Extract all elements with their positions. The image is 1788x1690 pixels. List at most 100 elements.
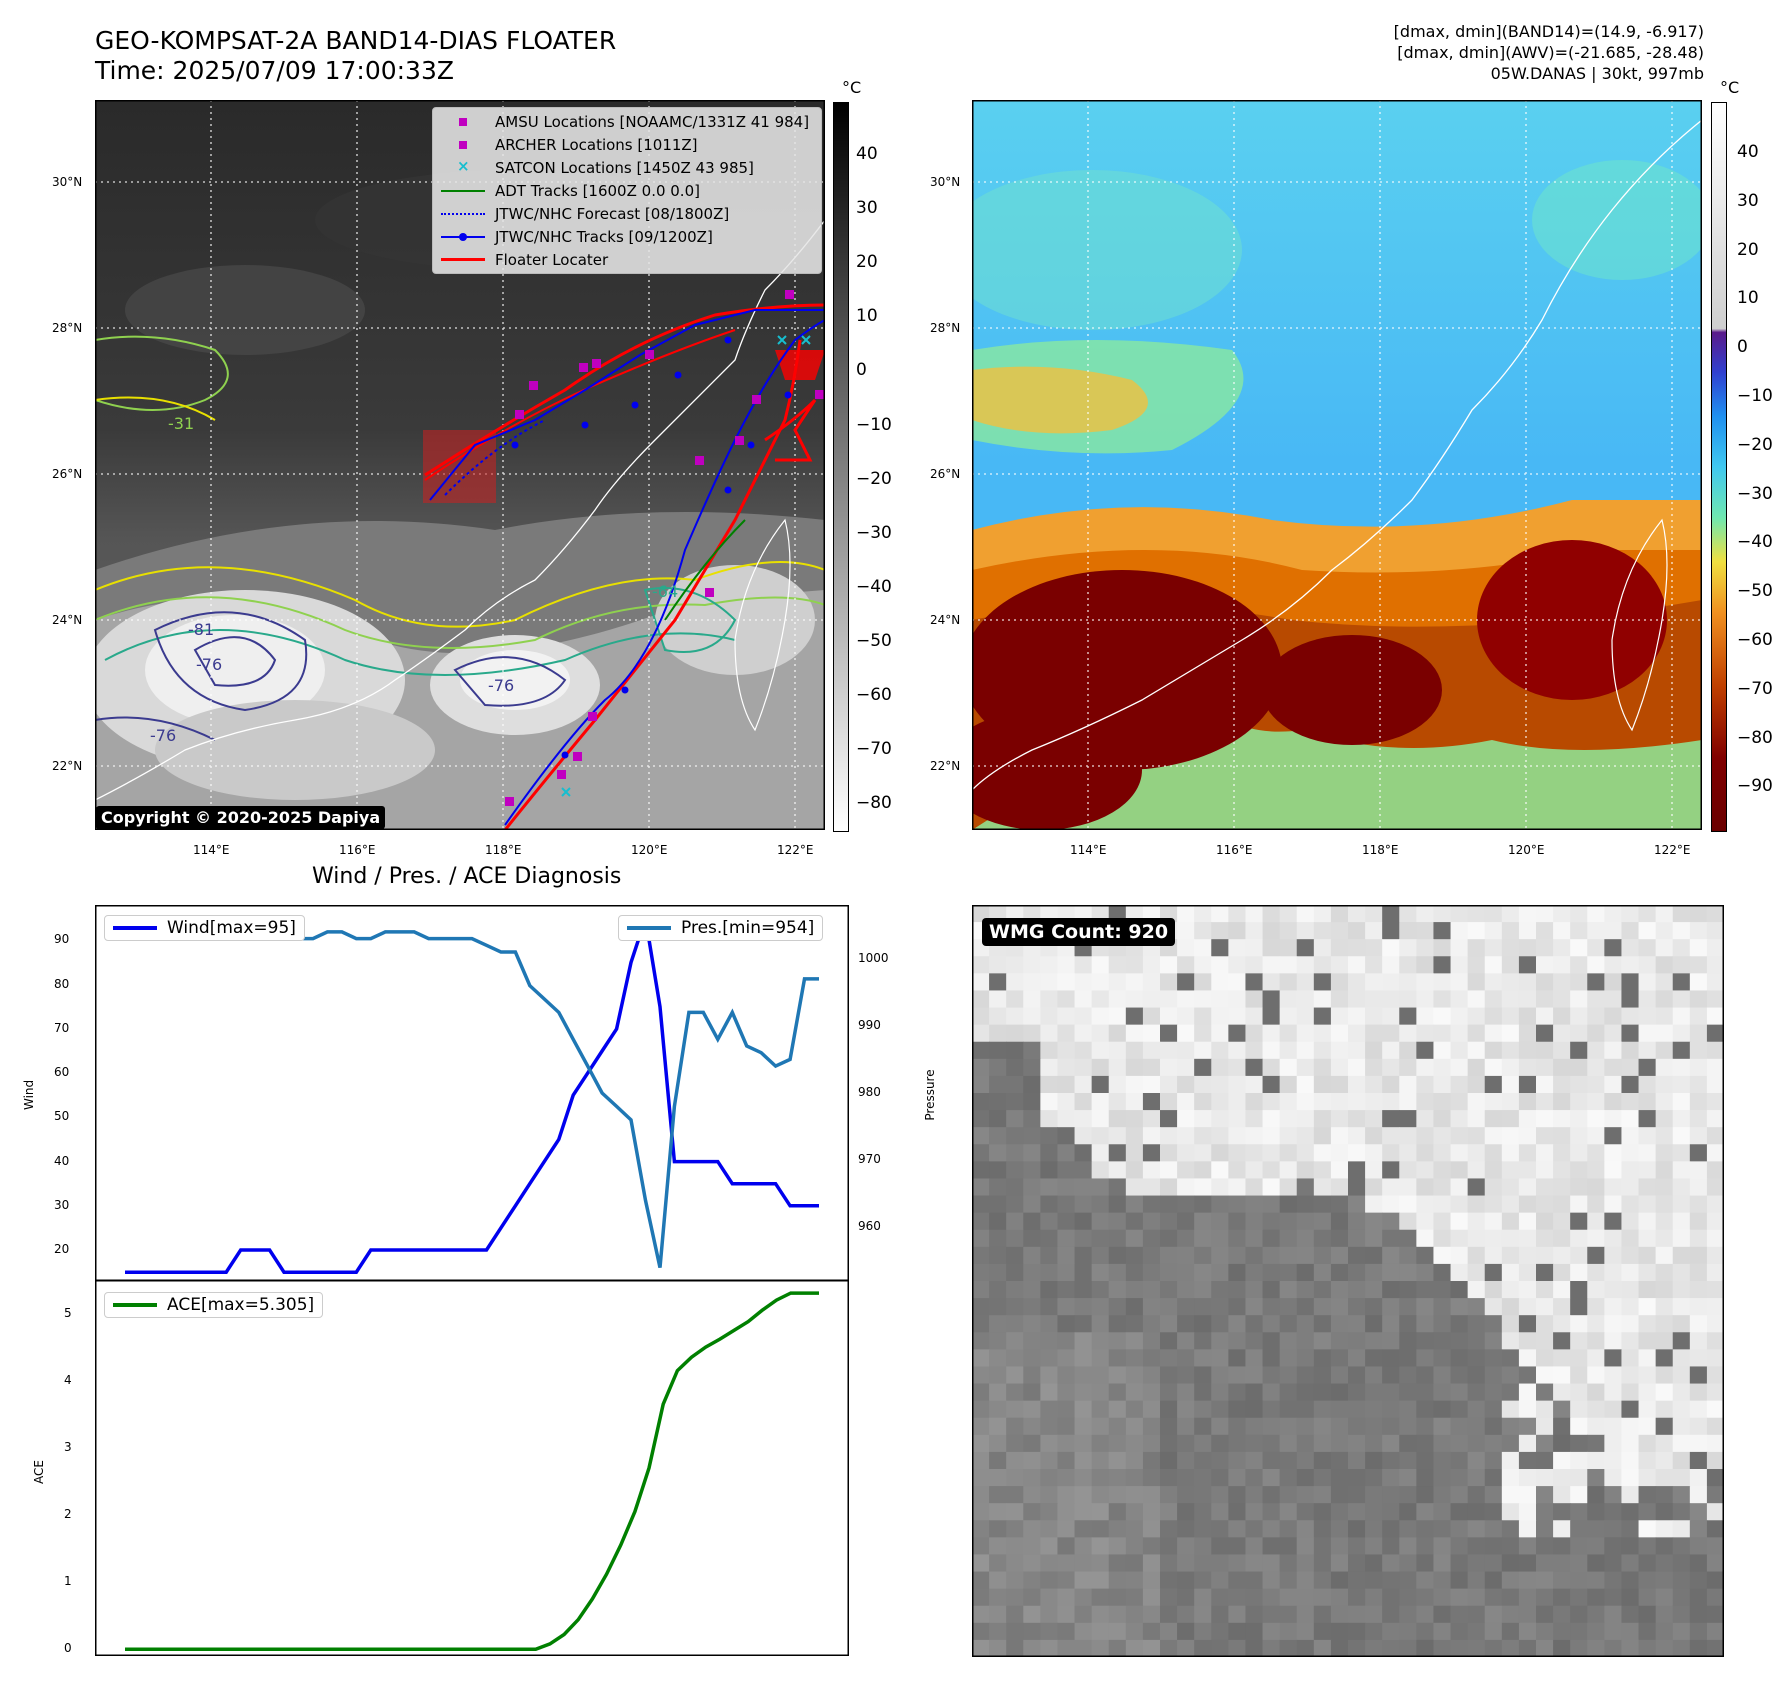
contour-label: -76 (196, 655, 223, 674)
pressure-axis-label: Pressure (923, 1069, 937, 1121)
lon-tick: 122°E (1654, 843, 1691, 857)
legend-satcon: × SATCON Locations [1450Z 43 985] (433, 156, 821, 179)
info-storm: 05W.DANAS | 30kt, 997mb (1490, 64, 1704, 83)
wind-axis-tick: 90 (54, 932, 70, 947)
gray-colorbar-tick: 40 (856, 144, 878, 164)
lon-tick: 114°E (193, 843, 230, 857)
lon-tick: 116°E (1216, 843, 1253, 857)
gray-colorbar-tick: −10 (856, 414, 892, 435)
lat-tick: 22°N (930, 759, 961, 773)
contour-label: -76 (488, 676, 515, 695)
lat-tick: 26°N (52, 467, 83, 481)
contour-label: -81 (188, 620, 215, 639)
lat-tick: 30°N (52, 175, 83, 189)
ace-axis-tick: 5 (64, 1305, 72, 1320)
wind-axis-label: Wind (22, 1079, 36, 1110)
wind-pressure-chart (95, 905, 849, 1281)
ace-axis-tick: 2 (64, 1507, 72, 1521)
color-colorbar-tick: −10 (1737, 386, 1773, 406)
lon-tick: 122°E (777, 843, 814, 857)
blue-line-icon (113, 926, 157, 930)
blue-dot-line-icon (441, 230, 485, 244)
gray-colorbar-tick: 20 (856, 252, 878, 273)
legend-tracks: JTWC/NHC Tracks [09/1200Z] (433, 225, 821, 248)
ace-axis-tick: 0 (64, 1641, 72, 1656)
pressure-legend: Pres.[min=954] (618, 915, 824, 941)
pressure-axis-tick: 960 (858, 1219, 881, 1234)
ace-axis-tick: 3 (64, 1439, 72, 1454)
lon-tick: 118°E (485, 843, 522, 857)
lon-tick: 118°E (1362, 843, 1399, 857)
legend-floater: Floater Locater (433, 248, 821, 271)
lon-tick: 120°E (631, 843, 668, 857)
wind-axis-tick: 50 (54, 1109, 70, 1124)
map-legend: AMSU Locations [NOAAMC/1331Z 41 984] ARC… (432, 107, 822, 274)
color-colorbar-tick: −20 (1737, 434, 1773, 455)
color-colorbar-tick: 40 (1737, 142, 1759, 162)
pressure-axis-tick: 970 (858, 1152, 881, 1167)
gray-colorbar-tick: −40 (856, 576, 892, 597)
lat-tick: 30°N (930, 175, 961, 189)
wind-axis-tick: 80 (54, 976, 70, 991)
lat-tick: 28°N (930, 321, 961, 335)
gray-colorbar-tick: −80 (856, 793, 892, 814)
gray-colorbar-tick: −30 (856, 522, 892, 543)
lon-tick: 120°E (1508, 843, 1545, 857)
wind-axis-tick: 70 (54, 1020, 70, 1035)
magenta-square-icon (441, 115, 485, 129)
color-colorbar-tick: 20 (1737, 239, 1759, 260)
info-band14: [dmax, dmin](BAND14)=(14.9, -6.917) (1393, 22, 1704, 41)
gray-colorbar-tick: −70 (856, 739, 892, 760)
color-colorbar-tick: −40 (1737, 532, 1773, 553)
color-colorbar-tick: −80 (1737, 727, 1773, 748)
colorbar-unit: °C (1720, 78, 1740, 97)
legend-adt: ADT Tracks [1600Z 0.0 0.0] (433, 179, 821, 202)
ace-chart (95, 1280, 849, 1656)
copyright-badge: Copyright © 2020-2025 Dapiya (96, 806, 386, 829)
wmg-panel (972, 905, 1724, 1657)
wind-axis-tick: 60 (54, 1065, 70, 1080)
pressure-series-line (125, 930, 819, 1268)
lat-tick: 26°N (930, 467, 961, 481)
green-line-icon (441, 184, 485, 198)
color-colorbar-tick: 10 (1737, 288, 1759, 309)
contour-label: -64 (652, 582, 679, 601)
color-colorbar-tick: 30 (1737, 190, 1759, 211)
legend-archer: ARCHER Locations [1011Z] (433, 133, 821, 156)
pressure-axis-tick: 1000 (858, 950, 889, 965)
lat-tick: 24°N (52, 613, 83, 627)
color-colorbar-tick: −50 (1737, 581, 1773, 602)
figure-title: GEO-KOMPSAT-2A BAND14-DIAS FLOATER (95, 26, 617, 55)
wind-axis-tick: 20 (54, 1242, 70, 1257)
gray-colorbar-tick: −60 (856, 685, 892, 705)
diagnosis-title: Wind / Pres. / ACE Diagnosis (312, 864, 622, 889)
colorbar-unit: °C (842, 78, 862, 97)
lat-tick: 24°N (930, 613, 961, 627)
lon-tick: 114°E (1070, 843, 1107, 857)
wind-axis-tick: 40 (54, 1153, 70, 1168)
contour-label: -76 (150, 726, 177, 745)
ir-color-map (972, 100, 1702, 830)
color-colorbar-tick: −30 (1737, 483, 1773, 504)
figure-time: Time: 2025/07/09 17:00:33Z (95, 56, 454, 85)
legend-forecast: JTWC/NHC Forecast [08/1800Z] (433, 202, 821, 225)
pressure-axis-tick: 990 (858, 1017, 881, 1032)
gray-colorbar-tick: 0 (856, 360, 867, 381)
ace-series-line (125, 1291, 819, 1652)
steelblue-line-icon (627, 926, 671, 930)
color-colorbar-tick: 0 (1737, 337, 1748, 358)
color-colorbar-tick: −70 (1737, 678, 1773, 699)
ace-legend: ACE[max=5.305] (104, 1292, 324, 1318)
magenta-square-icon (441, 138, 485, 152)
info-awv: [dmax, dmin](AWV)=(-21.685, -28.48) (1397, 43, 1704, 62)
green-line-icon (113, 1303, 157, 1307)
red-line-icon (441, 253, 485, 267)
lat-tick: 22°N (52, 759, 83, 773)
wind-axis-tick: 30 (54, 1197, 70, 1212)
wmg-count-badge: WMG Count: 920 (982, 918, 1176, 946)
color-colorbar-tick: −90 (1737, 776, 1773, 797)
blue-dotted-line-icon (441, 207, 485, 221)
gray-colorbar-tick: 10 (856, 306, 878, 327)
wind-series-line (125, 917, 819, 1274)
ace-axis-tick: 1 (64, 1574, 72, 1589)
